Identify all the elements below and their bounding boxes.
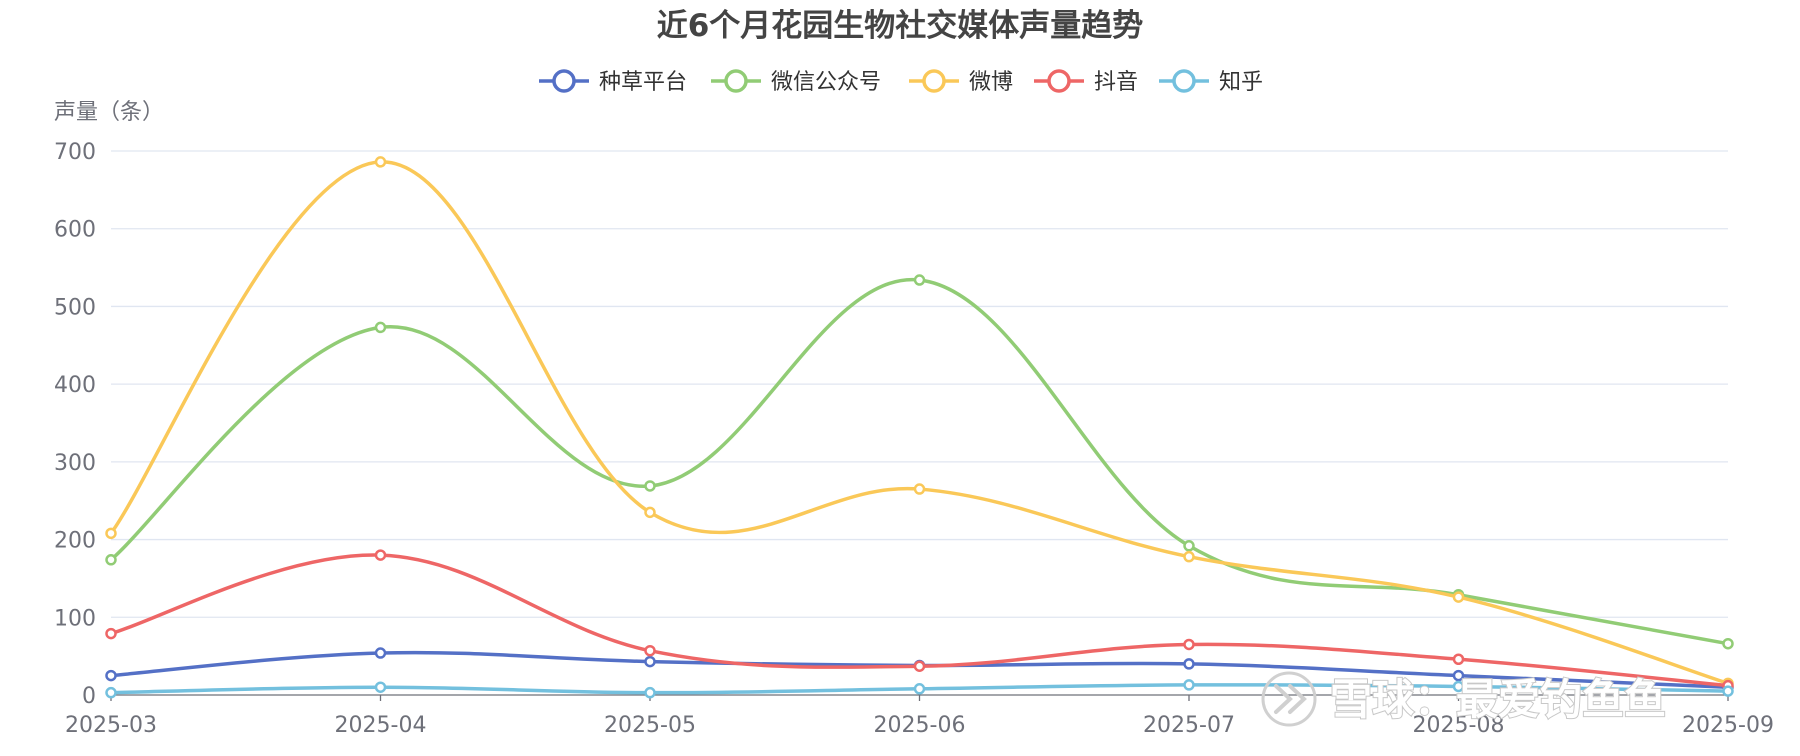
data-point[interactable] xyxy=(105,669,117,682)
legend-item[interactable]: 种草平台 xyxy=(539,69,687,95)
data-point[interactable] xyxy=(1722,637,1734,650)
data-point[interactable] xyxy=(913,660,926,672)
legend-marker-icon xyxy=(724,69,748,93)
data-point[interactable] xyxy=(1452,680,1465,693)
x-axis: 2025-03 2025-04 2025-05 2025-06 2025-07 2025-… xyxy=(65,694,1774,738)
y-tick-label: 100 xyxy=(54,606,96,631)
legend-marker-icon xyxy=(922,69,946,93)
legend-marker-icon xyxy=(552,69,576,93)
legend-label: 知乎 xyxy=(1219,70,1263,95)
x-tick-label: 2025-09 xyxy=(1682,713,1774,738)
y-tick-label: 500 xyxy=(54,295,96,320)
legend-label: 抖音 xyxy=(1094,70,1138,95)
x-tick-label: 2025-05 xyxy=(604,713,696,738)
legend-item[interactable]: 知乎 xyxy=(1159,69,1263,95)
y-axis: 0 100 200 300 400 500 600 700 xyxy=(54,140,96,709)
legend-item[interactable]: 微博 xyxy=(909,69,1013,95)
data-point[interactable] xyxy=(913,483,926,495)
data-point[interactable] xyxy=(1452,653,1465,666)
data-point[interactable] xyxy=(1183,658,1195,670)
x-tick-label: 2025-08 xyxy=(1413,713,1505,738)
data-point[interactable] xyxy=(105,527,117,540)
series-4 xyxy=(105,549,1734,692)
y-axis-label: 声量（条） xyxy=(54,100,164,125)
watermark: 雪球：最爱钓鱼鱼 xyxy=(1261,671,1667,727)
data-point[interactable] xyxy=(374,681,387,693)
data-point[interactable] xyxy=(1183,638,1195,651)
data-point[interactable] xyxy=(644,480,656,492)
y-tick-label: 200 xyxy=(54,529,96,554)
y-tick-label: 700 xyxy=(54,140,96,165)
data-point[interactable] xyxy=(1722,685,1734,697)
data-point[interactable] xyxy=(105,686,117,699)
legend-label: 种草平台 xyxy=(599,70,687,95)
xueqiu-logo-icon xyxy=(1261,671,1317,727)
data-point[interactable] xyxy=(374,156,387,168)
data-point[interactable] xyxy=(644,655,656,668)
legend-item[interactable]: 微信公众号 xyxy=(711,69,881,95)
data-point[interactable] xyxy=(105,627,117,640)
y-tick-label: 300 xyxy=(54,451,96,476)
grid-lines xyxy=(111,150,1728,618)
x-tick-label: 2025-06 xyxy=(874,713,966,738)
series-3 xyxy=(105,156,1734,690)
x-tick-label: 2025-04 xyxy=(335,713,427,738)
data-point[interactable] xyxy=(913,683,926,695)
data-point[interactable] xyxy=(644,686,656,699)
data-point[interactable] xyxy=(1183,679,1195,691)
series-5 xyxy=(105,679,1734,699)
legend-marker-icon xyxy=(1047,69,1071,93)
y-tick-label: 400 xyxy=(54,373,96,398)
legend-label: 微博 xyxy=(969,70,1013,95)
data-point[interactable] xyxy=(1183,550,1195,563)
data-point[interactable] xyxy=(1452,591,1465,603)
y-tick-label: 600 xyxy=(54,218,96,243)
y-tick-label: 0 xyxy=(82,684,96,709)
data-point[interactable] xyxy=(913,274,926,286)
legend-item[interactable]: 抖音 xyxy=(1034,69,1138,95)
x-tick-label: 2025-07 xyxy=(1143,713,1235,738)
chart-title: 近6个月花园生物社交媒体声量趋势 xyxy=(657,8,1144,44)
series-line xyxy=(109,160,1730,686)
watermark-text: 雪球：最爱钓鱼鱼 xyxy=(1330,675,1666,724)
data-point[interactable] xyxy=(644,644,656,657)
data-point[interactable] xyxy=(374,647,387,659)
data-point[interactable] xyxy=(374,321,387,334)
legend[interactable]: 种草平台 微信公众号 微博 抖音 知乎 xyxy=(539,69,1263,95)
legend-marker-icon xyxy=(1172,69,1196,93)
data-point[interactable] xyxy=(1452,669,1465,682)
data-point[interactable] xyxy=(105,554,117,566)
data-point[interactable] xyxy=(644,506,656,519)
series-lines xyxy=(105,156,1734,699)
data-point[interactable] xyxy=(374,549,387,561)
x-tick-label: 2025-03 xyxy=(65,713,157,738)
data-point[interactable] xyxy=(1183,540,1195,552)
legend-label: 微信公众号 xyxy=(771,70,881,95)
